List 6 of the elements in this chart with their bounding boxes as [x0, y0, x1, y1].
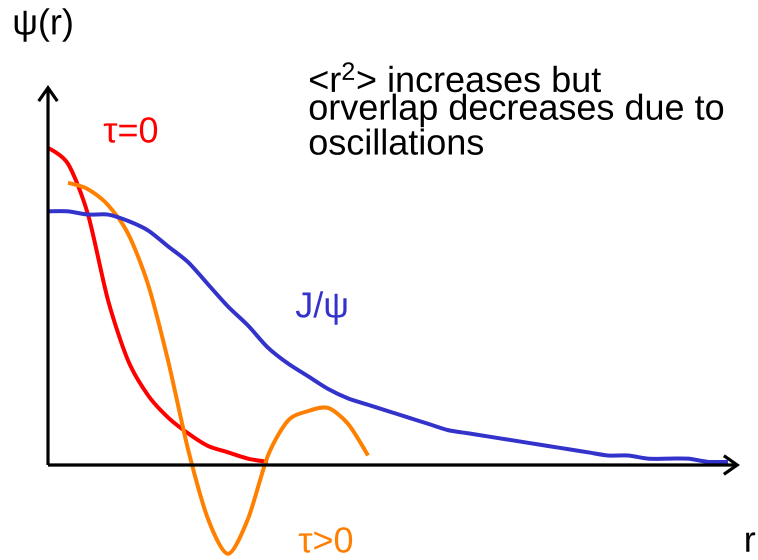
annotation: <r$^{2}$> increases but orverlap decreases due to oscillations — [310, 62, 724, 155]
series-label: J/ψ — [296, 291, 347, 325]
y-axis-title: ψ(r) — [14, 8, 72, 42]
x-axis-title: r — [746, 532, 756, 552]
series-label: τ=0 — [104, 117, 158, 143]
series-label: τ>0 — [298, 527, 352, 553]
